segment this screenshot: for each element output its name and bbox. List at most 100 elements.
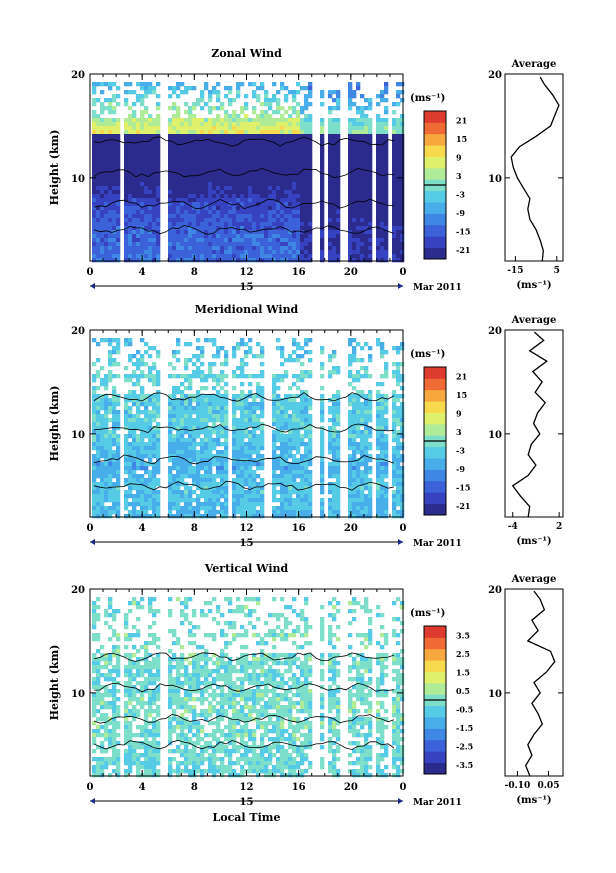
heatmap-cell	[112, 362, 117, 367]
heatmap-cell	[356, 174, 361, 179]
heatmap-cell	[244, 342, 249, 347]
heatmap-cell	[112, 506, 117, 511]
heatmap-cell	[292, 470, 297, 475]
heatmap-cell	[280, 118, 285, 123]
heatmap-cell	[188, 254, 193, 259]
heatmap-cell	[308, 446, 313, 451]
heatmap-cell	[368, 150, 373, 155]
heatmap-cell	[104, 494, 109, 499]
heatmap-cell	[376, 182, 381, 187]
heatmap-cell	[172, 134, 177, 139]
heatmap-cell	[92, 154, 97, 159]
heatmap-cell	[180, 458, 185, 463]
heatmap-cell	[108, 190, 113, 195]
heatmap-cell	[328, 210, 333, 215]
heatmap-cell	[332, 234, 337, 239]
heatmap-cell	[224, 170, 229, 175]
heatmap-cell	[296, 386, 301, 391]
heatmap-cell	[300, 362, 305, 367]
heatmap-cell	[112, 438, 117, 443]
heatmap-cell	[200, 170, 205, 175]
heatmap-cell	[112, 338, 117, 343]
heatmap-cell	[108, 134, 113, 139]
heatmap-cell	[192, 150, 197, 155]
heatmap-cell	[300, 142, 305, 147]
heatmap-cell	[176, 470, 181, 475]
heatmap-cell	[276, 438, 281, 443]
heatmap-cell	[176, 146, 181, 151]
heatmap-cell	[384, 502, 389, 507]
heatmap-cell	[384, 218, 389, 223]
heatmap-cell	[212, 226, 217, 231]
heatmap-cell	[308, 358, 313, 363]
heatmap-cell	[168, 194, 173, 199]
heatmap-cell	[220, 402, 225, 407]
heatmap-cell	[264, 254, 269, 259]
colorbar-swatch	[424, 224, 446, 237]
heatmap-cell	[320, 190, 325, 195]
heatmap-cell	[364, 218, 369, 223]
heatmap-cell	[224, 354, 229, 359]
heatmap-cell	[184, 486, 189, 491]
heatmap-cell	[288, 210, 293, 215]
heatmap-cell	[168, 234, 173, 239]
heatmap-cell	[176, 134, 181, 139]
heatmap-cell	[124, 374, 129, 379]
heatmap-cell	[244, 242, 249, 247]
heatmap-cell	[348, 134, 353, 139]
heatmap-cell	[204, 198, 209, 203]
heatmap-cell	[308, 230, 313, 235]
heatmap-cell	[264, 142, 269, 147]
heatmap-cell	[272, 410, 277, 415]
heatmap-cell	[132, 202, 137, 207]
heatmap-cell	[108, 434, 113, 439]
heatmap-cell	[396, 246, 401, 251]
heatmap-cell	[272, 418, 277, 423]
heatmap-cell	[100, 110, 105, 115]
heatmap-cell	[320, 410, 325, 415]
heatmap-cell	[384, 422, 389, 427]
heatmap-cell	[380, 422, 385, 427]
heatmap-cell	[244, 490, 249, 495]
heatmap-cell	[212, 494, 217, 499]
heatmap-cell	[96, 146, 101, 151]
heatmap-cell	[208, 126, 213, 131]
heatmap-cell	[392, 154, 397, 159]
heatmap-cell	[92, 194, 97, 199]
heatmap-cell	[124, 462, 129, 467]
heatmap-cell	[132, 450, 137, 455]
heatmap-cell	[140, 170, 145, 175]
heatmap-cell	[300, 170, 305, 175]
heatmap-cell	[256, 382, 261, 387]
heatmap-cell	[240, 206, 245, 211]
heatmap-cell	[176, 114, 181, 119]
heatmap-cell	[240, 390, 245, 395]
heatmap-cell	[240, 82, 245, 87]
heatmap-cell	[200, 446, 205, 451]
heatmap-cell	[364, 466, 369, 471]
heatmap-cell	[272, 238, 277, 243]
heatmap-cell	[96, 190, 101, 195]
heatmap-cell	[304, 202, 309, 207]
heatmap-cell	[380, 470, 385, 475]
heatmap-cell	[220, 190, 225, 195]
heatmap-cell	[256, 246, 261, 251]
heatmap-cell	[232, 446, 237, 451]
heatmap-cell	[284, 242, 289, 247]
heatmap-cell	[156, 258, 161, 263]
heatmap-cell	[276, 222, 281, 227]
heatmap-cell	[260, 202, 265, 207]
heatmap-cell	[116, 418, 121, 423]
heatmap-cell	[92, 122, 97, 127]
heatmap-cell	[92, 434, 97, 439]
heatmap-cell	[132, 446, 137, 451]
heatmap-cell	[132, 178, 137, 183]
heatmap-cell	[128, 458, 133, 463]
heatmap-cell	[320, 258, 325, 263]
heatmap-cell	[236, 246, 241, 251]
heatmap-cell	[220, 126, 225, 131]
heatmap-cell	[308, 158, 313, 163]
heatmap-cell	[328, 130, 333, 135]
heatmap-cell	[172, 86, 177, 91]
heatmap-cell	[196, 182, 201, 187]
